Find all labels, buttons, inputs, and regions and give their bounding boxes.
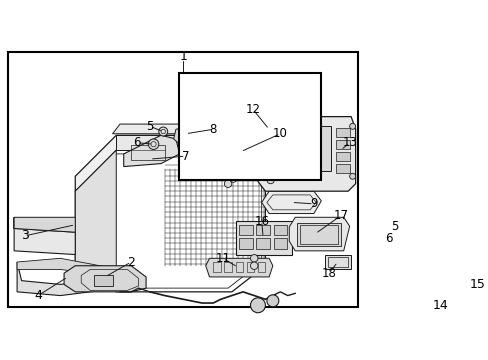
- Text: 15: 15: [469, 278, 485, 291]
- Text: 5: 5: [146, 120, 153, 133]
- Text: 8: 8: [209, 123, 217, 136]
- Circle shape: [266, 176, 274, 184]
- Circle shape: [349, 173, 355, 179]
- Text: 2: 2: [127, 256, 135, 269]
- Text: 3: 3: [20, 229, 28, 242]
- Bar: [336, 128, 349, 137]
- Bar: [336, 163, 349, 172]
- Bar: [235, 221, 291, 255]
- Circle shape: [229, 175, 237, 182]
- Bar: [257, 262, 265, 273]
- Circle shape: [224, 180, 231, 188]
- Polygon shape: [75, 150, 116, 292]
- Bar: [235, 262, 243, 273]
- Polygon shape: [14, 217, 75, 232]
- Text: 14: 14: [432, 299, 447, 312]
- Bar: [213, 262, 220, 273]
- Bar: [336, 140, 349, 149]
- Polygon shape: [75, 150, 265, 292]
- Polygon shape: [373, 141, 436, 286]
- Polygon shape: [205, 258, 272, 277]
- Bar: [224, 262, 231, 273]
- Circle shape: [370, 228, 380, 237]
- Circle shape: [349, 123, 355, 129]
- Polygon shape: [173, 126, 198, 144]
- Text: 4: 4: [34, 289, 42, 302]
- Bar: [239, 238, 252, 249]
- Polygon shape: [257, 117, 355, 191]
- Bar: [325, 255, 350, 270]
- Bar: [256, 225, 269, 235]
- Circle shape: [370, 239, 380, 248]
- Polygon shape: [198, 139, 284, 165]
- Text: 13: 13: [342, 136, 356, 149]
- Text: 11: 11: [215, 252, 230, 265]
- Text: 6: 6: [384, 232, 391, 245]
- Polygon shape: [213, 109, 325, 154]
- Polygon shape: [112, 124, 235, 134]
- Text: 12: 12: [244, 103, 260, 116]
- Bar: [239, 225, 252, 235]
- Text: 5: 5: [390, 220, 397, 233]
- Bar: [246, 262, 254, 273]
- Bar: [131, 145, 164, 160]
- Circle shape: [250, 298, 265, 313]
- Polygon shape: [116, 135, 231, 150]
- Text: 7: 7: [182, 150, 189, 163]
- Bar: [256, 238, 269, 249]
- Polygon shape: [17, 258, 120, 277]
- Circle shape: [159, 127, 167, 136]
- Bar: [273, 238, 286, 249]
- Polygon shape: [14, 217, 75, 255]
- Polygon shape: [75, 135, 265, 191]
- Text: 17: 17: [332, 209, 347, 222]
- Polygon shape: [446, 143, 488, 298]
- Bar: [327, 257, 347, 267]
- Polygon shape: [123, 135, 179, 167]
- Polygon shape: [289, 217, 349, 251]
- Text: 18: 18: [321, 267, 336, 280]
- Text: 1: 1: [179, 50, 187, 63]
- Circle shape: [148, 139, 159, 149]
- Text: 6: 6: [133, 136, 141, 149]
- Text: 16: 16: [254, 215, 268, 228]
- Text: 10: 10: [272, 127, 287, 140]
- Bar: [94, 275, 112, 286]
- Circle shape: [258, 123, 264, 129]
- Bar: [297, 222, 340, 246]
- Polygon shape: [64, 266, 146, 292]
- Circle shape: [250, 255, 257, 262]
- Bar: [179, 73, 321, 180]
- Bar: [336, 152, 349, 161]
- Polygon shape: [17, 262, 120, 296]
- Circle shape: [250, 262, 257, 270]
- Circle shape: [266, 295, 278, 307]
- Bar: [267, 126, 330, 171]
- Text: 9: 9: [309, 197, 317, 210]
- Polygon shape: [261, 191, 321, 213]
- Bar: [300, 225, 337, 244]
- Bar: [273, 225, 286, 235]
